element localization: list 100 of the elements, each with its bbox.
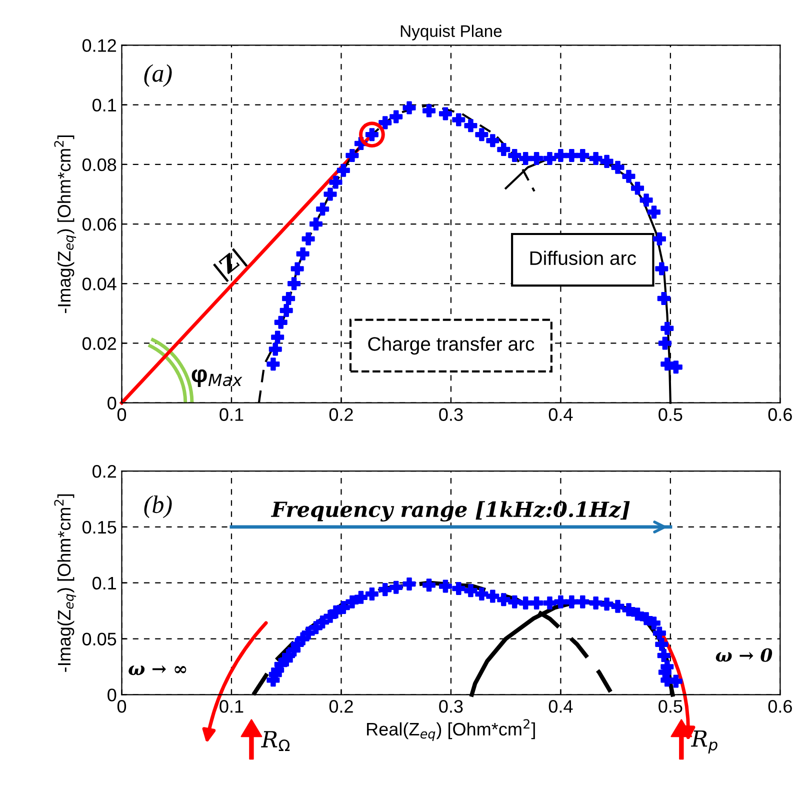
x-tick-label: 0.4 xyxy=(548,700,573,713)
point xyxy=(640,194,653,207)
point xyxy=(600,598,614,611)
x-axis-title: Real(Z$_{eq}$) [Ohm*cm$^{2}$] xyxy=(367,719,535,741)
point xyxy=(282,292,296,306)
y-tick-label: 0 xyxy=(108,688,116,702)
text: R$_{Ω}$ xyxy=(261,731,290,751)
point xyxy=(589,152,602,165)
point xyxy=(274,316,288,329)
point xyxy=(543,152,556,165)
point xyxy=(302,626,315,640)
point xyxy=(475,128,488,142)
point xyxy=(554,148,568,162)
annotation: Frequency range [1kHz:0.1Hz] xyxy=(270,501,630,522)
x-tick-label: 0.5 xyxy=(658,408,682,421)
point xyxy=(565,595,578,608)
y-tick-label: 0.1 xyxy=(92,576,116,590)
point xyxy=(657,292,670,306)
x-tick-label: 0.4 xyxy=(548,408,573,421)
point xyxy=(508,148,522,162)
point xyxy=(365,588,378,601)
point xyxy=(543,596,556,610)
x-tick-label: 0.6 xyxy=(768,408,792,421)
point xyxy=(378,583,392,596)
y-axis-title: -Imag(Z$_{eq}$) [Ohm*cm$^{2}$] xyxy=(54,494,76,672)
point xyxy=(452,113,466,126)
point xyxy=(296,247,310,260)
y-tick-label: 0.12 xyxy=(82,39,116,52)
y-tick-label: 0.02 xyxy=(82,337,116,350)
chart-title: Nyquist Plane xyxy=(400,24,502,40)
annotation: Charge transfer arc xyxy=(368,336,534,355)
x-tick-label: 0.6 xyxy=(768,700,792,713)
point xyxy=(288,277,301,290)
point xyxy=(652,626,666,640)
y-tick-label: 0.05 xyxy=(82,632,116,646)
point xyxy=(422,104,436,118)
point xyxy=(554,595,568,608)
y-tick-label: 0.06 xyxy=(82,218,116,231)
point xyxy=(464,584,478,598)
point xyxy=(452,582,466,595)
point xyxy=(589,596,602,610)
point xyxy=(438,580,452,593)
point xyxy=(324,188,337,201)
x-tick-label: 0.2 xyxy=(329,408,353,421)
point xyxy=(652,232,666,246)
x-tick-label: 0.3 xyxy=(439,408,463,421)
y-tick-label: 0.15 xyxy=(82,520,116,534)
x-tick-label: 0 xyxy=(117,408,126,421)
point xyxy=(354,590,368,604)
annotation: φ$_{Max}$ xyxy=(192,369,242,387)
point xyxy=(336,164,350,177)
point xyxy=(271,330,284,344)
x-tick-label: 0.1 xyxy=(220,700,244,713)
point xyxy=(497,143,510,156)
annotation: ω → 0 xyxy=(716,648,772,662)
annotation: (a) xyxy=(144,64,172,87)
y-tick-label: 0.04 xyxy=(82,278,116,290)
point xyxy=(280,304,293,317)
point xyxy=(438,107,452,120)
point xyxy=(631,608,644,621)
x-tick-label: 0.2 xyxy=(329,700,353,713)
point xyxy=(422,578,436,592)
point xyxy=(660,322,674,335)
point xyxy=(316,202,330,216)
point xyxy=(576,148,590,162)
x-tick-label: 0.3 xyxy=(439,700,463,713)
point xyxy=(658,336,672,350)
point xyxy=(329,176,342,189)
point xyxy=(359,122,385,148)
point xyxy=(378,116,392,130)
point xyxy=(402,101,416,114)
point xyxy=(268,342,282,356)
point xyxy=(611,600,624,613)
point xyxy=(309,218,322,231)
point xyxy=(530,596,544,610)
y-tick-label: 0.2 xyxy=(92,464,116,478)
point xyxy=(336,600,350,614)
point xyxy=(497,593,510,606)
text: R$_{p}$ xyxy=(690,730,718,754)
point xyxy=(655,638,668,651)
annotation: ω → ∞ xyxy=(128,666,186,676)
y-tick-label: 0.1 xyxy=(92,98,116,112)
point xyxy=(530,152,544,165)
point xyxy=(622,170,636,183)
point xyxy=(647,616,660,630)
point xyxy=(486,590,500,603)
annotation: (b) xyxy=(144,495,172,518)
point xyxy=(600,154,614,168)
point xyxy=(647,206,660,219)
point xyxy=(402,577,416,590)
point xyxy=(390,110,403,124)
point xyxy=(302,232,315,246)
x-tick-label: 0.1 xyxy=(220,408,244,421)
point xyxy=(346,595,359,608)
point xyxy=(290,262,304,276)
y-tick-label: 0.08 xyxy=(82,158,116,172)
y-axis-title: -Imag(Z$_{eq}$) [Ohm*cm$^{2}$] xyxy=(54,135,76,314)
point xyxy=(565,148,578,162)
point xyxy=(660,358,674,371)
point xyxy=(657,649,670,662)
